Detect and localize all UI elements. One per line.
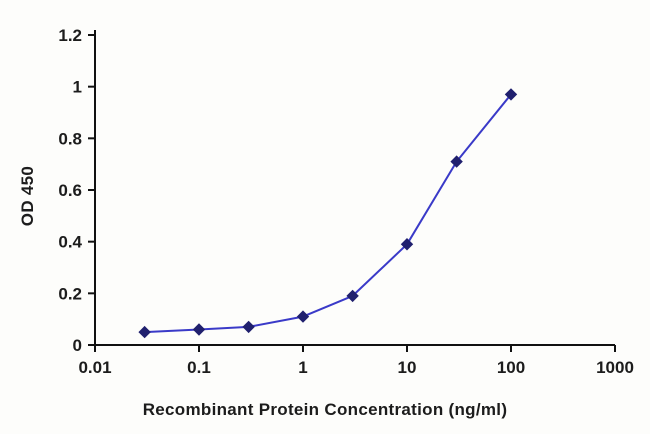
data-point-marker bbox=[138, 325, 151, 339]
series-line bbox=[144, 93, 512, 334]
data-point-marker bbox=[192, 323, 206, 336]
y-tick-label: 0.2 bbox=[58, 284, 82, 303]
y-tick-label: 1.2 bbox=[58, 26, 82, 45]
x-axis-title: Recombinant Protein Concentration (ng/ml… bbox=[142, 400, 508, 419]
x-tick-label: 100 bbox=[497, 358, 525, 377]
y-tick-label: 1 bbox=[73, 78, 82, 97]
y-tick-label: 0.4 bbox=[58, 233, 82, 252]
x-tick-label: 10 bbox=[398, 358, 417, 377]
data-point-marker bbox=[296, 310, 310, 323]
data-point-marker bbox=[400, 238, 414, 251]
x-tick-label: 1000 bbox=[596, 358, 634, 377]
x-tick-label: 0.01 bbox=[78, 358, 111, 377]
data-point-marker bbox=[346, 289, 359, 303]
data-point-marker bbox=[450, 155, 463, 168]
x-tick-label: 1 bbox=[298, 358, 307, 377]
data-point-marker bbox=[242, 320, 255, 334]
x-tick-label: 0.1 bbox=[187, 358, 211, 377]
y-tick-label: 0.8 bbox=[58, 129, 82, 148]
y-tick-label: 0 bbox=[73, 336, 82, 355]
data-point-marker bbox=[504, 88, 518, 101]
y-tick-label: 0.6 bbox=[58, 181, 82, 200]
